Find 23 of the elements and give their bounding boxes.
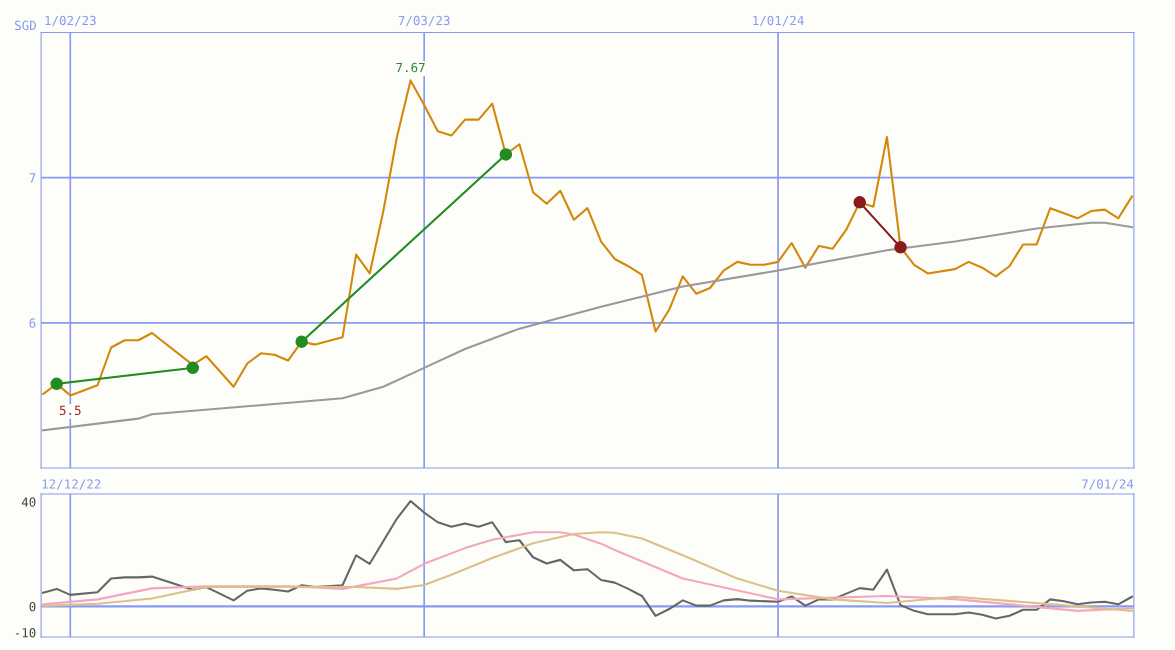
y-tick-label: 40 (21, 497, 36, 507)
point (186, 361, 200, 375)
line-series (42, 531, 1133, 612)
x-tick-label: 7/03/23 (398, 15, 450, 27)
x-tick-label: 1/01/24 (753, 15, 804, 27)
y-tick-label: 6 (29, 318, 36, 328)
annotation: 7.67 (396, 62, 425, 73)
y-tick-label: 0 (29, 601, 36, 612)
line-series (42, 221, 1133, 432)
line-series (42, 500, 1133, 620)
y-tick-label: -10 (15, 628, 36, 638)
x-tick-label: 1/02/23 (45, 15, 96, 27)
y-tick-label: 7 (29, 173, 36, 183)
point (894, 241, 907, 254)
text: 12/12/22 (42, 479, 101, 490)
point (853, 196, 866, 209)
line-series (42, 79, 1133, 397)
point (499, 148, 513, 161)
y-axis-title: SGD (15, 20, 36, 31)
point (295, 335, 308, 348)
text: 7/01/24 (1082, 479, 1134, 490)
annotation: 5.5 (59, 405, 81, 416)
point (50, 377, 63, 391)
